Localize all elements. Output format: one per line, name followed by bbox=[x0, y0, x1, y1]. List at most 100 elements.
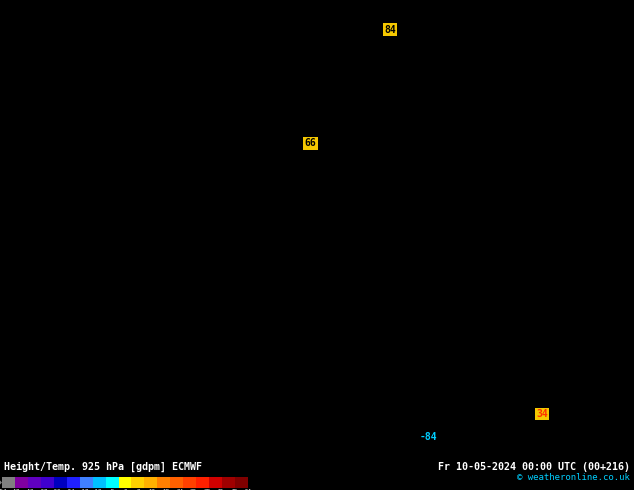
Text: 1: 1 bbox=[553, 391, 557, 399]
Text: 9: 9 bbox=[565, 215, 569, 223]
Text: q: q bbox=[444, 246, 450, 255]
Text: 0: 0 bbox=[439, 246, 443, 255]
Text: /: / bbox=[481, 343, 485, 351]
Text: 1: 1 bbox=[247, 294, 251, 303]
Text: 9: 9 bbox=[469, 167, 474, 175]
Text: 8: 8 bbox=[559, 111, 564, 120]
Text: b: b bbox=[325, 30, 329, 40]
Text: 1: 1 bbox=[210, 326, 216, 336]
Text: 8: 8 bbox=[487, 119, 491, 127]
Text: 2: 2 bbox=[481, 383, 485, 392]
Text: 1: 1 bbox=[403, 350, 407, 360]
Text: 1: 1 bbox=[163, 422, 167, 432]
Text: 2: 2 bbox=[61, 383, 65, 392]
Text: £: £ bbox=[115, 15, 119, 24]
Text: 0: 0 bbox=[619, 383, 623, 392]
Text: 9: 9 bbox=[600, 246, 605, 255]
Bar bbox=[222, 477, 235, 488]
Text: 1: 1 bbox=[307, 415, 311, 423]
Text: 1: 1 bbox=[505, 383, 509, 392]
Text: 1: 1 bbox=[421, 446, 425, 456]
Text: 1: 1 bbox=[49, 318, 53, 327]
Text: 9: 9 bbox=[565, 254, 569, 264]
Text: 1: 1 bbox=[373, 326, 377, 336]
Text: 0: 0 bbox=[223, 254, 228, 264]
Text: q: q bbox=[175, 294, 179, 303]
Text: 9: 9 bbox=[169, 167, 173, 175]
Text: /: / bbox=[378, 367, 384, 375]
Text: 9: 9 bbox=[565, 167, 569, 175]
Text: 9: 9 bbox=[397, 126, 401, 136]
Text: 1: 1 bbox=[600, 359, 605, 368]
Text: 0: 0 bbox=[55, 318, 60, 327]
Text: 0: 0 bbox=[529, 215, 533, 223]
Text: g: g bbox=[91, 174, 95, 183]
Text: 2: 2 bbox=[475, 335, 479, 343]
Text: 6: 6 bbox=[37, 71, 41, 79]
Text: 1: 1 bbox=[283, 407, 287, 416]
Text: 0: 0 bbox=[541, 263, 545, 271]
Text: 0: 0 bbox=[210, 206, 216, 216]
Text: 0: 0 bbox=[133, 254, 138, 264]
Text: /: / bbox=[42, 6, 48, 16]
Text: g: g bbox=[366, 158, 372, 168]
Text: 9: 9 bbox=[61, 167, 65, 175]
Text: 1: 1 bbox=[229, 446, 233, 456]
Text: £: £ bbox=[577, 78, 581, 88]
Text: 0: 0 bbox=[30, 318, 36, 327]
Text: b: b bbox=[307, 54, 311, 64]
Text: b: b bbox=[547, 23, 552, 31]
Text: b: b bbox=[42, 63, 48, 72]
Text: 0: 0 bbox=[595, 326, 599, 336]
Text: 9: 9 bbox=[169, 134, 173, 144]
Text: 0: 0 bbox=[534, 278, 540, 288]
Text: 0: 0 bbox=[30, 294, 36, 303]
Text: 1: 1 bbox=[97, 439, 101, 447]
Text: 0: 0 bbox=[241, 182, 245, 192]
Text: 2: 2 bbox=[499, 359, 503, 368]
Text: q: q bbox=[511, 294, 515, 303]
Text: 1: 1 bbox=[397, 391, 401, 399]
Text: 0: 0 bbox=[415, 206, 419, 216]
Text: b: b bbox=[456, 102, 462, 112]
Text: 8: 8 bbox=[67, 134, 71, 144]
Text: 2: 2 bbox=[67, 431, 71, 440]
Text: b: b bbox=[127, 39, 131, 48]
Text: 0: 0 bbox=[85, 294, 89, 303]
Text: 0: 0 bbox=[127, 263, 131, 271]
Text: b: b bbox=[463, 78, 467, 88]
Text: 1: 1 bbox=[391, 415, 396, 423]
Text: 8: 8 bbox=[253, 87, 257, 96]
Text: 9: 9 bbox=[541, 270, 545, 279]
Text: 0: 0 bbox=[361, 278, 365, 288]
Text: 1: 1 bbox=[198, 350, 204, 360]
Text: b: b bbox=[163, 54, 167, 64]
Text: 0: 0 bbox=[534, 318, 540, 327]
Text: g: g bbox=[223, 158, 228, 168]
Text: 9: 9 bbox=[61, 230, 65, 240]
Text: /: / bbox=[607, 47, 611, 55]
Text: /: / bbox=[463, 367, 467, 375]
Text: 0: 0 bbox=[409, 246, 413, 255]
Text: 1: 1 bbox=[295, 446, 299, 456]
Text: 1: 1 bbox=[108, 407, 113, 416]
Text: 2: 2 bbox=[469, 398, 474, 408]
Text: 1: 1 bbox=[343, 439, 347, 447]
Text: 2: 2 bbox=[151, 374, 155, 384]
Text: 0: 0 bbox=[565, 239, 569, 247]
Text: 8: 8 bbox=[1, 143, 5, 151]
Text: 1: 1 bbox=[541, 446, 545, 456]
Text: 0: 0 bbox=[85, 343, 89, 351]
Text: 1: 1 bbox=[163, 335, 167, 343]
Text: /: / bbox=[169, 367, 173, 375]
Text: /: / bbox=[25, 0, 29, 7]
Text: 1: 1 bbox=[271, 287, 275, 295]
Text: 0: 0 bbox=[421, 222, 425, 231]
Text: 1: 1 bbox=[565, 446, 569, 456]
Text: g: g bbox=[354, 102, 359, 112]
Text: 1: 1 bbox=[133, 367, 138, 375]
Text: 2: 2 bbox=[631, 407, 634, 416]
Text: 1: 1 bbox=[139, 439, 143, 447]
Text: 8: 8 bbox=[565, 143, 569, 151]
Text: 1: 1 bbox=[451, 350, 455, 360]
